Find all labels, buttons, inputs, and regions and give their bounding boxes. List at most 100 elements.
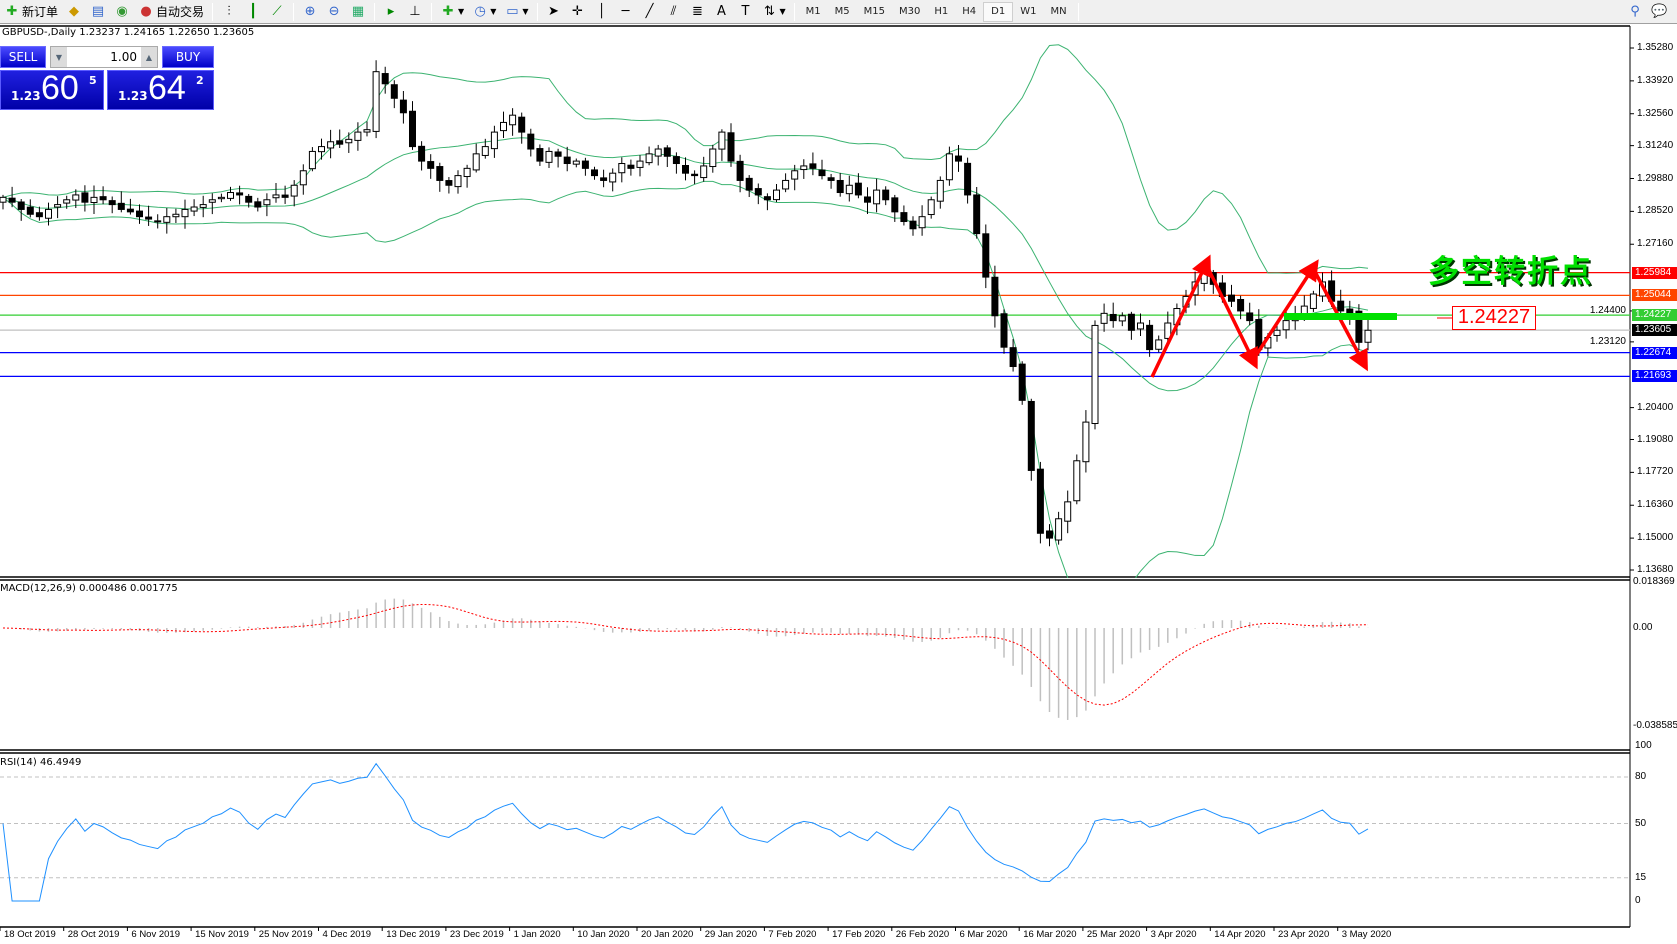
text-button[interactable]: A: [710, 1, 734, 23]
timeframe-mn[interactable]: MN: [1050, 6, 1067, 17]
bullish-candle: [345, 138, 353, 144]
bullish-candle: [1273, 329, 1281, 336]
equidistant-channel-button[interactable]: ⫽: [662, 1, 686, 23]
bearish-candle: [1337, 300, 1345, 312]
signals-button[interactable]: ◉: [110, 1, 134, 23]
candlestick-button[interactable]: ┃: [241, 1, 265, 23]
vertical-line-button[interactable]: │: [590, 1, 614, 23]
autoscroll-button[interactable]: ▸: [379, 1, 403, 23]
bearish-candle: [864, 196, 871, 203]
text-label-icon: T: [741, 3, 750, 19]
line-chart-button[interactable]: ⟋: [265, 1, 289, 23]
chart-shift-button[interactable]: ⊥: [403, 1, 427, 23]
timeframe-w1[interactable]: W1: [1020, 6, 1037, 17]
timeframe-d1[interactable]: D1: [983, 1, 1014, 22]
rsi-tick-label: 100: [1635, 740, 1652, 751]
crosshair-icon: ✛: [572, 3, 583, 19]
bullish-candle: [354, 131, 362, 141]
sell-button[interactable]: SELL: [0, 46, 46, 68]
fibonacci-button[interactable]: ≣: [686, 1, 710, 23]
bearish-candle: [909, 220, 917, 230]
sell-price[interactable]: 1.23 60 5: [0, 69, 104, 110]
bullish-candle: [873, 189, 881, 205]
indicators-icon: ✚: [442, 3, 454, 19]
divider: [293, 2, 295, 21]
chat-button[interactable]: 💬: [1647, 1, 1671, 23]
buy-price[interactable]: 1.23 64 2: [107, 69, 214, 110]
bearish-candle: [891, 197, 899, 213]
chart-title: GBPUSD-,Daily 1.23237 1.24165 1.22650 1.…: [2, 27, 255, 38]
macd-title: MACD(12,26,9) 0.000486 0.001775: [0, 583, 178, 594]
new-order-button[interactable]: ✚ 新订单: [0, 1, 62, 23]
zoom-out-button[interactable]: ⊖: [322, 1, 346, 23]
bullish-candle: [1064, 501, 1072, 522]
time-axis-label: 1 Jan 2020: [513, 929, 561, 940]
zoom-in-button[interactable]: ⊕: [298, 1, 322, 23]
bullish-candle: [327, 141, 335, 149]
cursor-icon: ➤: [548, 3, 559, 19]
bullish-candle: [700, 165, 708, 179]
rsi-tick-label: 15: [1635, 871, 1647, 883]
bullish-candle: [290, 184, 298, 197]
timeframe-m1[interactable]: M1: [805, 6, 821, 17]
bearish-candle: [409, 110, 416, 148]
template-icon: ▭: [506, 3, 519, 19]
rsi-line: [2, 762, 1369, 902]
buy-button[interactable]: BUY: [162, 46, 214, 68]
bullish-candle: [1364, 329, 1372, 343]
auto-trading-button[interactable]: ● 自动交易: [134, 1, 208, 23]
bullish-candle: [654, 148, 662, 157]
time-axis-label: 20 Jan 2020: [641, 929, 694, 940]
bearish-candle: [445, 180, 453, 186]
lot-input[interactable]: [67, 47, 141, 67]
bearish-candle: [136, 210, 143, 218]
bullish-candle: [208, 199, 216, 203]
lot-decrease-button[interactable]: ▼: [51, 47, 67, 67]
templates-button[interactable]: ▭ ▼: [500, 1, 532, 23]
bearish-candle: [1109, 313, 1117, 322]
indicators-button[interactable]: ✚ ▼: [436, 1, 468, 23]
zigzag-arrow-segment: [1251, 259, 1319, 361]
timeframe-h1[interactable]: H1: [934, 6, 949, 17]
bearish-candle: [117, 202, 125, 210]
timeframe-h4[interactable]: H4: [962, 6, 977, 17]
horizontal-line-icon: ─: [621, 3, 630, 19]
bearish-candle: [1018, 363, 1026, 401]
macd-signal-line: [2, 603, 1369, 706]
horizontal-line-button[interactable]: ─: [614, 1, 638, 23]
timeframe-m5[interactable]: M5: [834, 6, 850, 17]
timeframe-m30[interactable]: M30: [899, 6, 921, 17]
lot-increase-button[interactable]: ▲: [141, 47, 157, 67]
lot-stepper[interactable]: ▼ ▲: [50, 46, 158, 68]
bearish-candle: [627, 164, 635, 169]
bearish-candle: [991, 276, 999, 317]
bearish-candle: [955, 155, 962, 162]
crosshair-button[interactable]: ✛: [566, 1, 590, 23]
trendline-button[interactable]: ╱: [638, 1, 662, 23]
bearish-candle: [1228, 294, 1235, 302]
price-tick-label: 1.23120: [1589, 335, 1626, 347]
price-level-label: 1.25044: [1632, 289, 1677, 302]
periods-button[interactable]: ◷ ▼: [468, 1, 500, 23]
zigzag-arrow-segment: [1150, 254, 1211, 378]
breakout-level-marker: [1284, 313, 1397, 320]
arrows-button[interactable]: ⇅ ▼: [758, 1, 790, 23]
search-button[interactable]: ⚲: [1623, 1, 1647, 23]
search-icon: ⚲: [1630, 3, 1640, 19]
bearish-candle: [126, 208, 134, 213]
bullish-candle: [318, 146, 325, 153]
bullish-candle: [217, 196, 225, 200]
cursor-button[interactable]: ➤: [542, 1, 566, 23]
bearish-candle: [736, 160, 744, 181]
tile-windows-button[interactable]: ▦: [346, 1, 370, 23]
bar-chart-button[interactable]: ⫶: [217, 1, 241, 23]
bearish-candle: [1000, 313, 1008, 348]
bearish-candle: [436, 166, 444, 181]
metaeditor-button[interactable]: ▤: [86, 1, 110, 23]
history-button[interactable]: ◆: [62, 1, 86, 23]
bullish-candle: [572, 160, 580, 165]
bearish-candle: [418, 145, 426, 162]
text-label-button[interactable]: T: [734, 1, 758, 23]
timeframe-m15[interactable]: M15: [863, 6, 886, 17]
